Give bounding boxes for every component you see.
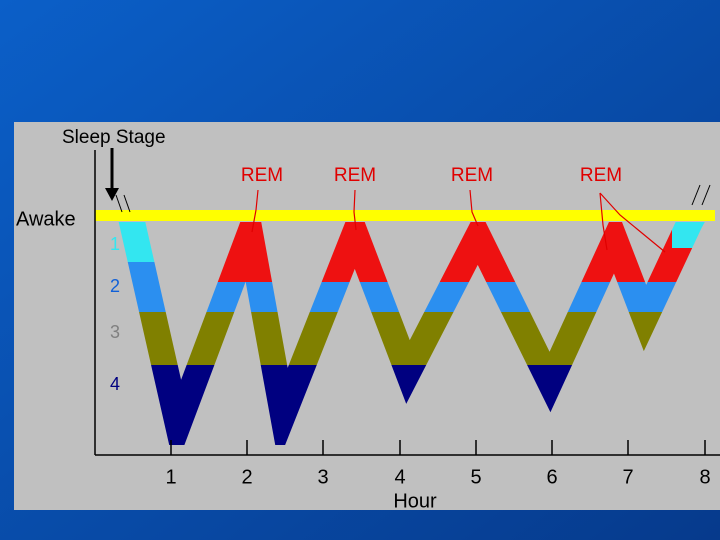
x-axis-title: Hour [393, 490, 437, 512]
hour-label: 2 [241, 466, 252, 488]
hour-labels: 1 2 3 4 5 6 7 8 Hour [165, 466, 710, 512]
stage-label: 3 [110, 322, 120, 342]
stage-3-band [95, 312, 720, 365]
hour-label: 6 [546, 466, 557, 488]
axes [94, 150, 720, 456]
hour-label: 1 [165, 466, 176, 488]
rem-pointer [599, 192, 666, 253]
stage-label: Awake [16, 208, 76, 230]
edge-mark [701, 184, 711, 206]
stage-label: 1 [110, 234, 120, 254]
stage-label: 2 [110, 276, 120, 296]
rem-pointers [251, 189, 666, 253]
edge-mark [115, 194, 123, 213]
edge-mark [123, 194, 131, 213]
rem-labels: REM REM REM REM [241, 165, 622, 186]
edge-mark [691, 184, 701, 206]
stage-4-band [95, 365, 720, 445]
rem-label: REM [334, 165, 376, 186]
rem-band [160, 222, 672, 282]
hour-label: 4 [394, 466, 405, 488]
stage-1-band [95, 222, 160, 262]
rem-label: REM [241, 165, 283, 186]
awake-line [95, 210, 715, 221]
rem-pointer [469, 189, 479, 227]
hour-label: 3 [317, 466, 328, 488]
rem-pointer [353, 189, 357, 231]
edge-marks [115, 184, 711, 213]
rem-pointer [599, 192, 608, 251]
rem-label: REM [580, 165, 622, 186]
hour-label: 7 [622, 466, 633, 488]
hour-label: 8 [699, 466, 710, 488]
stage-2-band [95, 262, 160, 312]
rem-pointer [251, 189, 259, 233]
rem-label: REM [451, 165, 493, 186]
hour-label: 5 [470, 466, 481, 488]
stage-1-band [672, 222, 720, 248]
stage-label: 4 [110, 374, 120, 394]
hypnogram [95, 222, 720, 445]
rem-band [672, 248, 720, 282]
arrow-head [105, 188, 119, 201]
y-axis-title: Sleep Stage [62, 127, 166, 148]
stage-2-band [160, 282, 720, 312]
